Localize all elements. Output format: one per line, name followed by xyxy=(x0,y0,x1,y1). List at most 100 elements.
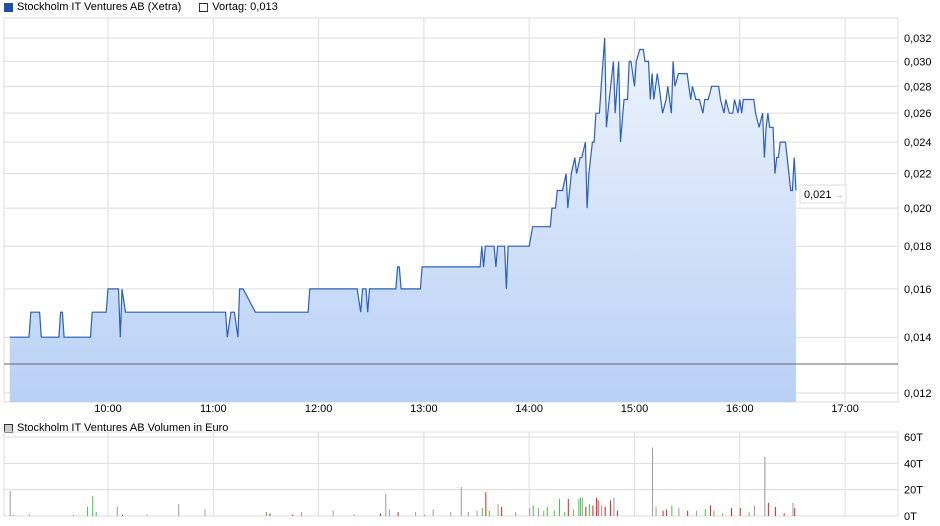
volume-bar xyxy=(380,513,382,516)
y-tick-label: 0,024 xyxy=(904,137,932,149)
volume-plot-frame xyxy=(3,431,899,517)
volume-bar xyxy=(567,498,569,516)
volume-bar xyxy=(146,514,148,516)
prev-close-label: Vortag: 0,013 xyxy=(212,1,278,13)
arrow-right-icon: → xyxy=(833,189,844,201)
volume-bar xyxy=(501,506,503,516)
x-tick-label: 16:00 xyxy=(726,403,754,415)
volume-bar xyxy=(432,509,434,516)
volume-bar xyxy=(265,512,267,516)
y-tick-label: 0,030 xyxy=(904,56,932,68)
volume-label: Stockholm IT Ventures AB Volumen in Euro xyxy=(17,422,229,434)
volume-bar xyxy=(597,500,599,516)
volume-bar xyxy=(592,505,594,516)
volume-bar xyxy=(662,510,664,516)
y-tick-label: 0,022 xyxy=(904,169,932,181)
volume-bar xyxy=(713,510,715,516)
volume-bar xyxy=(467,512,469,516)
volume-bar xyxy=(581,497,583,516)
volume-bar xyxy=(580,497,582,516)
volume-bar xyxy=(476,510,478,516)
volume-bar xyxy=(269,513,271,516)
volume-bar xyxy=(564,512,566,516)
volume-bar xyxy=(532,505,534,516)
last-price-tag: 0,021 → xyxy=(799,184,847,204)
x-tick-label: 12:00 xyxy=(305,403,333,415)
y-tick-label: 0,026 xyxy=(904,108,932,120)
volume-bar xyxy=(29,514,31,516)
volume-y-tick-label: 40T xyxy=(904,458,923,470)
volume-bar xyxy=(529,508,531,516)
x-tick-label: 13:00 xyxy=(410,403,438,415)
y-tick-label: 0,020 xyxy=(904,203,932,215)
volume-bar xyxy=(604,506,606,516)
volume-bar xyxy=(588,504,590,516)
x-tick-label: 15:00 xyxy=(621,403,649,415)
price-area xyxy=(9,38,796,402)
legend-prev-close[interactable]: Vortag: 0,013 xyxy=(199,1,278,13)
volume-bar xyxy=(722,513,724,516)
series-label: Stockholm IT Ventures AB (Xetra) xyxy=(17,1,182,13)
x-tick-label: 14:00 xyxy=(515,403,543,415)
legend-series[interactable]: Stockholm IT Ventures AB (Xetra) xyxy=(4,1,181,13)
y-tick-label: 0,014 xyxy=(904,332,932,344)
volume-bar xyxy=(753,505,755,516)
volume-bar xyxy=(792,502,794,516)
price-line xyxy=(9,37,797,338)
volume-bar xyxy=(301,512,303,516)
volume-bar xyxy=(678,508,680,516)
volume-y-tick-label: 20T xyxy=(904,485,923,497)
volume-bar xyxy=(497,504,499,516)
volume-bar xyxy=(13,514,15,516)
y-tick-label: 0,032 xyxy=(904,33,932,45)
volume-bar xyxy=(595,497,597,516)
volume-bar xyxy=(423,514,425,516)
volume-bar xyxy=(573,509,575,516)
volume-bar xyxy=(122,514,124,516)
volume-bar xyxy=(666,509,668,516)
y-tick-label: 0,018 xyxy=(904,241,932,253)
volume-bar xyxy=(72,514,74,516)
volume-bar xyxy=(515,512,517,516)
volume-bar xyxy=(481,508,483,516)
volume-bar xyxy=(652,447,654,516)
volume-bar xyxy=(537,508,539,516)
x-tick-label: 17:00 xyxy=(831,403,859,415)
volume-bar xyxy=(415,512,417,516)
last-price-label: 0,021 xyxy=(804,189,832,201)
volume-bar xyxy=(553,510,555,516)
volume-bar xyxy=(450,512,452,516)
volume-bar xyxy=(546,506,548,516)
volume-bar xyxy=(739,508,741,516)
volume-bar xyxy=(616,510,618,516)
volume-bar xyxy=(695,510,697,516)
volume-bar xyxy=(86,506,88,516)
volume-y-tick-label: 60T xyxy=(904,432,923,444)
volume-bar xyxy=(578,498,580,516)
volume-bar xyxy=(794,508,796,516)
volume-bar xyxy=(774,506,776,516)
volume-bar xyxy=(397,512,399,516)
volume-bar xyxy=(116,506,118,516)
volume-bar xyxy=(767,502,769,516)
volume-bar xyxy=(95,512,97,516)
volume-bar xyxy=(204,509,206,516)
volume-bar xyxy=(609,500,611,516)
prev-close-swatch-icon xyxy=(199,2,209,12)
volume-bar xyxy=(764,456,766,516)
volume-bar xyxy=(559,498,561,516)
volume-bar xyxy=(601,505,603,516)
volume-bar xyxy=(92,496,94,516)
volume-bar xyxy=(292,514,294,516)
series-swatch-icon xyxy=(4,2,13,12)
x-tick-label: 11:00 xyxy=(200,403,227,415)
volume-bar xyxy=(178,504,180,516)
volume-bar xyxy=(709,505,711,516)
volume-bar xyxy=(543,510,545,516)
volume-bar xyxy=(9,490,11,516)
volume-bar xyxy=(748,512,750,516)
y-tick-label: 0,012 xyxy=(904,388,932,400)
volume-bar xyxy=(687,510,689,516)
y-tick-label: 0,028 xyxy=(904,81,932,93)
